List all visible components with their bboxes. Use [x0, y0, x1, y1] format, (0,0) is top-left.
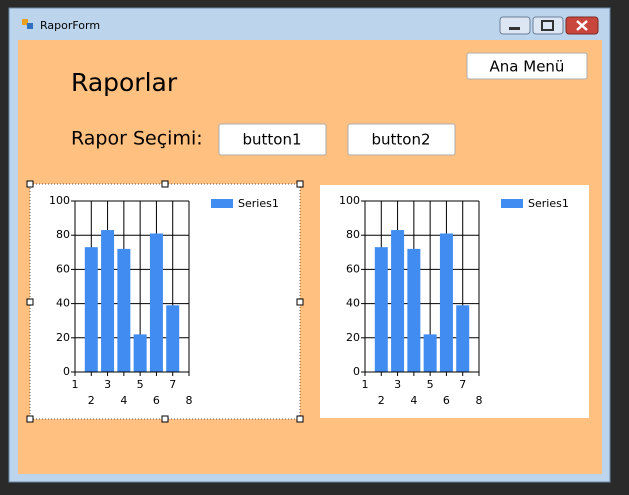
bar: [456, 305, 470, 372]
menu-button-label[interactable]: Ana Menü: [490, 58, 565, 76]
y-tick-label: 60: [56, 262, 70, 275]
chart-panel: [320, 185, 589, 418]
bar: [407, 248, 421, 372]
legend-label: Series1: [528, 197, 569, 210]
y-tick-label: 0: [353, 365, 360, 378]
x-tick-label: 4: [120, 394, 127, 407]
bar: [439, 233, 453, 372]
button-1-box[interactable]: [218, 123, 327, 156]
x-tick-label: 5: [137, 378, 144, 391]
selection-handles: [26, 180, 304, 423]
minimize-button[interactable]: [499, 16, 531, 35]
maximize-button[interactable]: [532, 16, 564, 35]
y-tick-label: 20: [346, 331, 360, 344]
button-2-label[interactable]: button2: [371, 131, 430, 149]
resize-handle: [161, 415, 169, 423]
bar: [84, 247, 98, 372]
bar: [166, 305, 180, 372]
y-tick-label: 100: [49, 194, 70, 207]
x-tick-label: 8: [186, 394, 193, 407]
window-title: RaporForm: [40, 19, 100, 32]
x-tick-label: 1: [362, 378, 369, 391]
y-tick-label: 60: [346, 262, 360, 275]
x-tick-label: 6: [443, 394, 450, 407]
resize-handle: [26, 180, 34, 188]
bar: [374, 247, 388, 372]
x-tick-label: 5: [427, 378, 434, 391]
x-tick-label: 7: [169, 378, 176, 391]
x-tick-label: 8: [476, 394, 483, 407]
menu-button-box[interactable]: [466, 52, 588, 80]
bar: [149, 233, 163, 372]
resize-handle: [296, 415, 304, 423]
x-tick-label: 2: [88, 394, 95, 407]
bar: [391, 230, 405, 372]
y-tick-label: 80: [56, 228, 70, 241]
legend-swatch: [211, 199, 233, 208]
button-2-box[interactable]: [347, 123, 456, 156]
resize-handle: [161, 180, 169, 188]
maximize-icon: [541, 20, 554, 31]
bar: [133, 334, 147, 372]
resize-handle: [296, 298, 304, 306]
y-tick-label: 20: [56, 331, 70, 344]
close-icon: [576, 20, 588, 31]
resize-handle: [26, 298, 34, 306]
legend-label: Series1: [238, 197, 279, 210]
selection-label: Rapor Seçimi:: [71, 128, 203, 150]
legend-swatch: [501, 199, 523, 208]
minimize-icon: [509, 27, 520, 30]
chart-panel: [30, 184, 300, 419]
y-tick-label: 0: [63, 365, 70, 378]
y-tick-label: 40: [346, 297, 360, 310]
x-tick-label: 6: [153, 394, 160, 407]
bar: [423, 334, 437, 372]
heading: Raporlar: [71, 68, 178, 97]
app-icon: [27, 23, 33, 29]
bar: [101, 230, 115, 372]
resize-handle: [296, 180, 304, 188]
y-tick-label: 100: [339, 194, 360, 207]
button-2[interactable]: button2: [347, 123, 456, 156]
app-icon: [22, 19, 28, 25]
x-tick-label: 7: [459, 378, 466, 391]
button-1-label[interactable]: button1: [242, 131, 301, 149]
x-tick-label: 3: [394, 378, 401, 391]
y-tick-label: 40: [56, 297, 70, 310]
x-tick-label: 3: [104, 378, 111, 391]
x-tick-label: 1: [72, 378, 79, 391]
x-tick-label: 2: [378, 394, 385, 407]
bar: [117, 248, 131, 372]
x-tick-label: 4: [410, 394, 417, 407]
button-1[interactable]: button1: [218, 123, 327, 156]
y-tick-label: 80: [346, 228, 360, 241]
resize-handle: [26, 415, 34, 423]
menu-button[interactable]: Ana Menü: [466, 52, 588, 80]
